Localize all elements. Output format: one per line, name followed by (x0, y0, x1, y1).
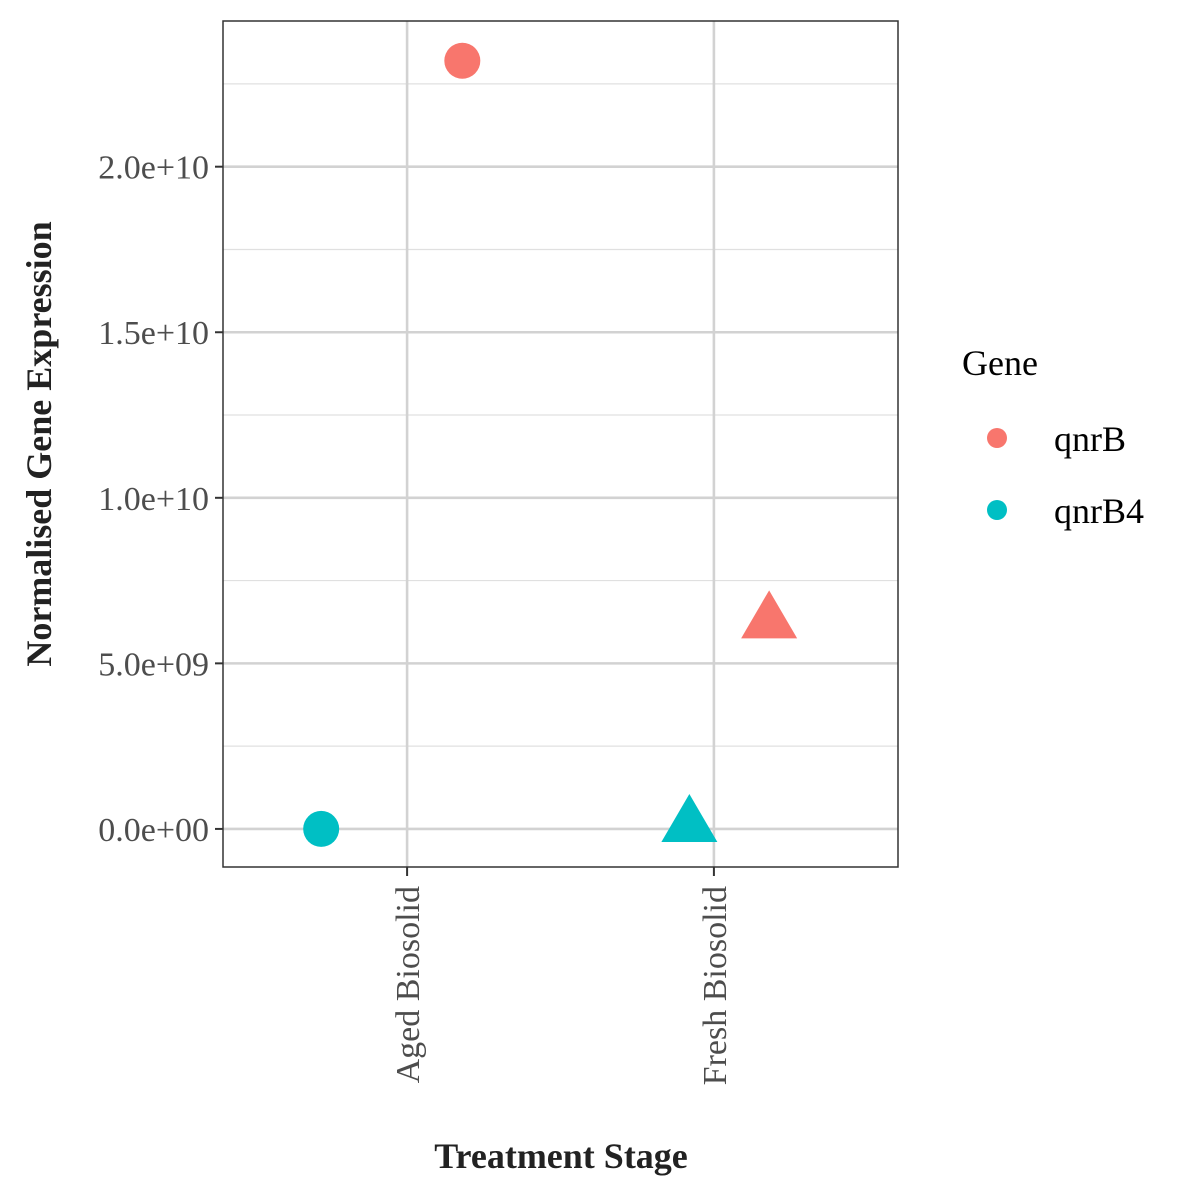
y-tick-label: 1.0e+10 (98, 481, 209, 518)
y-tick-label: 5.0e+09 (98, 646, 209, 683)
x-axis-title: Treatment Stage (434, 1136, 688, 1176)
y-axis: 0.0e+00 5.0e+09 1.0e+10 1.5e+10 2.0e+10 (98, 150, 223, 849)
point-qnrb4-fresh-biosolid (661, 793, 718, 842)
y-tick-label: 1.5e+10 (98, 315, 209, 352)
x-tick-label: Fresh Biosolid (697, 886, 734, 1085)
legend-label-qnrb4: qnrB4 (1054, 491, 1144, 531)
point-qnrb4-aged-biosolid (303, 810, 340, 847)
y-tick-label: 2.0e+10 (98, 150, 209, 187)
legend-key-qnrb (987, 428, 1007, 448)
legend-key-qnrb4 (987, 500, 1007, 520)
x-axis: Aged Biosolid Fresh Biosolid (390, 867, 734, 1085)
legend: Gene qnrB qnrB4 (962, 343, 1144, 531)
point-qnrb-fresh-biosolid (741, 590, 798, 639)
legend-label-qnrb: qnrB (1054, 419, 1126, 459)
legend-items: qnrB qnrB4 (987, 419, 1144, 531)
data-points (303, 42, 798, 847)
y-tick-label: 0.0e+00 (98, 812, 209, 849)
plot-panel-border (222, 20, 899, 868)
grid-major (223, 21, 898, 867)
point-qnrb-aged-biosolid (444, 42, 481, 79)
y-axis-title: Normalised Gene Expression (19, 221, 59, 666)
grid-minor (223, 83, 898, 747)
legend-title: Gene (962, 343, 1038, 383)
x-tick-label: Aged Biosolid (390, 886, 427, 1083)
